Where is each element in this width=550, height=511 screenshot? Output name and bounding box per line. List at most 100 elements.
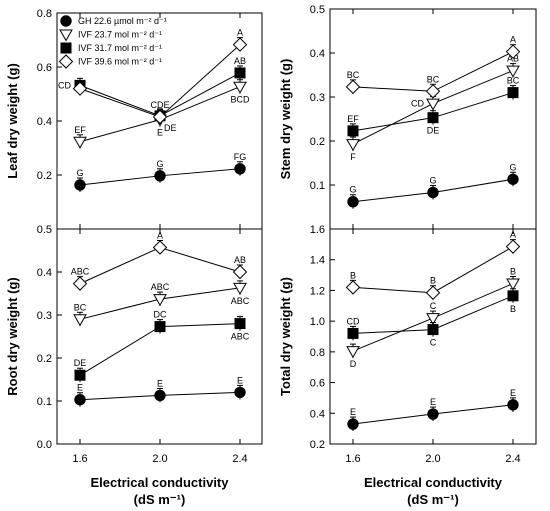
legend-entry: IVF 23.7 mol m⁻² d⁻¹	[78, 30, 162, 40]
y-tick-label: 1.6	[310, 224, 325, 236]
data-point	[74, 369, 86, 381]
y-axis-label: Total dry weight (g)	[278, 277, 293, 396]
series-circle: G G FG	[74, 152, 247, 192]
series-circle: G G G	[347, 162, 519, 209]
x-tick-label: 2.0	[425, 453, 440, 465]
significance-letter: ABC	[231, 296, 250, 306]
data-point	[345, 280, 361, 295]
series-diamond: ABC A AB	[71, 230, 248, 291]
significance-letter: B	[510, 304, 516, 314]
significance-letter: CD	[411, 99, 424, 109]
data-point	[347, 418, 359, 430]
significance-letter: B	[510, 267, 516, 277]
y-tick-label: 0.2	[37, 353, 52, 365]
data-point	[425, 84, 441, 99]
series-circle: EEE	[347, 388, 519, 432]
y-tick-label: 0.1	[37, 396, 52, 408]
data-point	[346, 346, 360, 359]
significance-letter: DC	[154, 310, 167, 320]
data-point	[426, 313, 440, 326]
series-diamond: CDE A	[72, 28, 248, 125]
legend-marker	[58, 54, 74, 69]
data-point	[426, 98, 440, 111]
significance-letter: FG	[234, 152, 247, 162]
data-point	[234, 67, 246, 79]
significance-letter: C	[430, 338, 437, 348]
series-triangle: D C B	[346, 267, 520, 369]
data-point	[505, 44, 521, 59]
y-tick-label: 0.4	[310, 408, 325, 420]
y-tick-label: 0.4	[37, 116, 52, 128]
y-tick-label: 0.5	[37, 224, 52, 236]
series-diamond: B B A	[345, 230, 521, 300]
x-axis-label: Electrical conductivity	[364, 475, 503, 490]
significance-letter: A	[510, 230, 516, 240]
significance-letter: DE	[74, 358, 87, 368]
data-point	[507, 399, 519, 411]
data-point	[72, 276, 88, 291]
significance-letter: E	[237, 375, 243, 385]
significance-letter: EF	[74, 125, 86, 135]
data-point	[347, 196, 359, 208]
x-tick-label: 2.4	[232, 453, 247, 465]
significance-letter: G	[156, 159, 163, 169]
y-tick-label: 0.4	[37, 267, 52, 279]
series-square: CD C B	[347, 288, 519, 348]
panel-stem: 0.1 0.2 0.3 0.4 0.5 Stem dry weight (g) G G G F CD…	[278, 4, 537, 230]
data-point	[427, 112, 439, 124]
y-tick-label: 0.2	[310, 136, 325, 148]
legend-marker	[60, 15, 72, 27]
significance-letter: BC	[427, 74, 440, 84]
significance-letter: D	[350, 359, 357, 369]
significance-letter: G	[429, 175, 436, 185]
significance-letter: AB	[234, 56, 246, 66]
significance-letter: ABC	[71, 267, 90, 277]
legend-marker	[59, 29, 73, 42]
data-point	[505, 239, 521, 254]
data-point	[234, 318, 246, 330]
significance-letter: EF	[347, 114, 359, 124]
significance-letter: E	[430, 397, 436, 407]
significance-letter: CD	[347, 316, 360, 326]
panel-total: 0.2 0.4 0.6 0.8 1.0 1.2 1.4 1.6 1.6 2.0 2.4 Total d…	[278, 224, 537, 507]
significance-letter: C	[430, 301, 437, 311]
data-point	[152, 240, 168, 255]
significance-letter: E	[350, 407, 356, 417]
x-tick-label: 1.6	[72, 453, 87, 465]
significance-letter: G	[349, 185, 356, 195]
significance-letter: E	[157, 378, 163, 388]
x-tick-label: 1.6	[345, 453, 360, 465]
data-point	[427, 324, 439, 336]
data-point	[74, 179, 86, 191]
data-point	[232, 264, 248, 280]
x-axis-label: (dS m⁻¹)	[407, 492, 459, 507]
data-point	[233, 282, 247, 295]
data-point	[232, 37, 248, 52]
y-tick-label: 0.6	[310, 378, 325, 390]
data-point	[507, 87, 519, 99]
series-square: DE DC ABC	[74, 310, 250, 383]
data-point	[427, 186, 439, 199]
y-tick-label: 1.2	[310, 285, 325, 297]
data-point	[74, 394, 86, 406]
data-point	[73, 314, 87, 327]
y-tick-label: 1.4	[310, 255, 325, 267]
series-triangle: BC ABC ABC	[73, 280, 250, 327]
data-point	[72, 81, 88, 96]
significance-letter: E	[157, 128, 163, 138]
y-tick-label: 0.3	[310, 92, 325, 104]
data-point	[154, 170, 166, 182]
significance-letter: BC	[74, 302, 87, 312]
y-tick-label: 1.0	[310, 316, 325, 328]
data-point	[234, 386, 246, 399]
series-diamond: BC BC A	[345, 35, 521, 99]
x-tick-label: 2.4	[505, 453, 520, 465]
significance-letter: A	[237, 28, 243, 38]
significance-letter: B	[430, 276, 436, 286]
significance-letter: A	[510, 35, 516, 45]
data-point	[346, 139, 360, 152]
data-point	[506, 65, 520, 78]
data-point	[154, 389, 166, 402]
